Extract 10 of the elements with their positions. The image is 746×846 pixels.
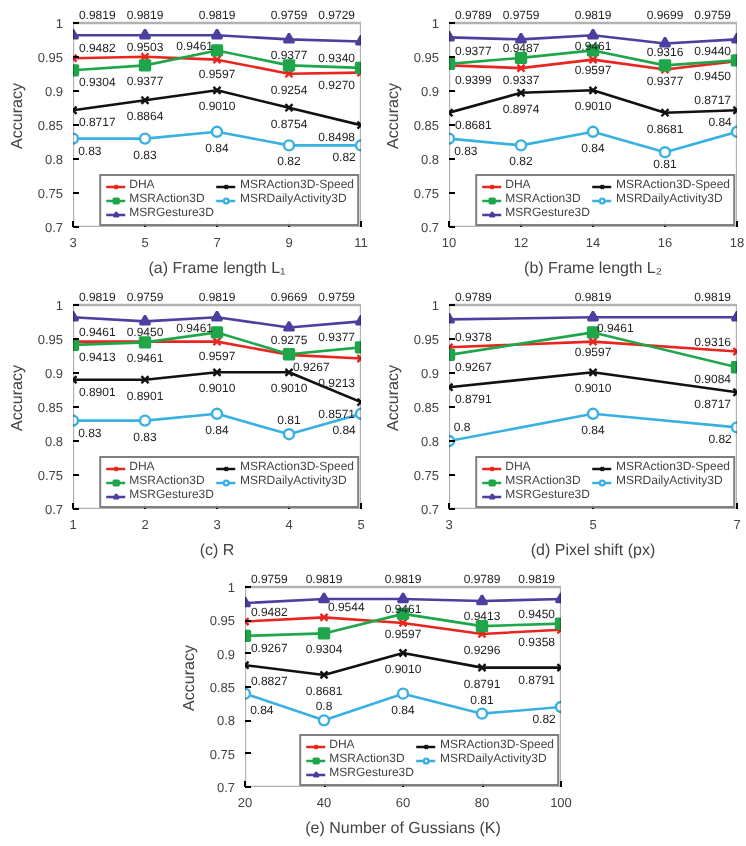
y-axis-title: Accuracy	[7, 365, 26, 431]
y-axis-title: Accuracy	[179, 645, 198, 711]
x-axis-title: (a) Frame length L₁	[148, 259, 287, 277]
x-axis-title: (d) Pixel shift (px)	[530, 541, 656, 559]
x-axis-title: (b) Frame length L₂	[524, 259, 662, 277]
x-axis-title: (e) Number of Gussians (K)	[305, 819, 502, 837]
y-axis-title: Accuracy	[7, 83, 26, 149]
y-axis-title: Accuracy	[383, 365, 402, 431]
x-axis-title: (c) R	[199, 541, 235, 559]
y-axis-title: Accuracy	[383, 83, 402, 149]
